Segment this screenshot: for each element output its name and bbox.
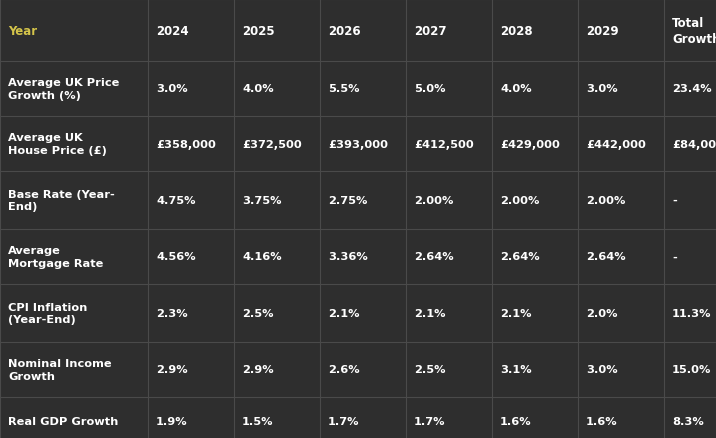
Text: 2.00%: 2.00% (500, 195, 539, 205)
Text: 2025: 2025 (242, 25, 275, 37)
Text: 4.56%: 4.56% (156, 252, 195, 262)
Text: 3.0%: 3.0% (586, 365, 618, 374)
Text: 4.75%: 4.75% (156, 195, 195, 205)
Text: £84,000: £84,000 (672, 139, 716, 149)
Text: 2027: 2027 (414, 25, 447, 37)
Text: 4.0%: 4.0% (500, 84, 531, 94)
Text: 4.16%: 4.16% (242, 252, 281, 262)
Text: Base Rate (Year-
End): Base Rate (Year- End) (8, 189, 115, 212)
Text: Average
Mortgage Rate: Average Mortgage Rate (8, 246, 103, 268)
Text: 2.00%: 2.00% (586, 195, 625, 205)
Text: 2.00%: 2.00% (414, 195, 453, 205)
Text: 3.0%: 3.0% (156, 84, 188, 94)
Text: £372,500: £372,500 (242, 139, 301, 149)
Text: 2.5%: 2.5% (414, 365, 445, 374)
Text: 2.1%: 2.1% (414, 308, 445, 318)
Text: £393,000: £393,000 (328, 139, 388, 149)
Text: Nominal Income
Growth: Nominal Income Growth (8, 358, 112, 381)
Text: 3.36%: 3.36% (328, 252, 368, 262)
Text: 2.64%: 2.64% (414, 252, 454, 262)
Text: Average UK Price
Growth (%): Average UK Price Growth (%) (8, 78, 120, 100)
Text: 2.64%: 2.64% (586, 252, 626, 262)
Text: Total
Growth: Total Growth (672, 17, 716, 46)
Text: 1.7%: 1.7% (328, 416, 359, 426)
Text: -: - (672, 195, 677, 205)
Text: 11.3%: 11.3% (672, 308, 712, 318)
Text: £358,000: £358,000 (156, 139, 216, 149)
Text: 1.6%: 1.6% (586, 416, 618, 426)
Text: 2.64%: 2.64% (500, 252, 540, 262)
Text: 2.6%: 2.6% (328, 365, 359, 374)
Text: 2.75%: 2.75% (328, 195, 367, 205)
Text: 2026: 2026 (328, 25, 361, 37)
Text: 3.75%: 3.75% (242, 195, 281, 205)
Text: 3.0%: 3.0% (586, 84, 618, 94)
Text: 5.5%: 5.5% (328, 84, 359, 94)
Text: 5.0%: 5.0% (414, 84, 445, 94)
Text: 2.5%: 2.5% (242, 308, 274, 318)
Text: 2.1%: 2.1% (500, 308, 531, 318)
Text: -: - (672, 252, 677, 262)
Text: 2.9%: 2.9% (156, 365, 188, 374)
Text: £442,000: £442,000 (586, 139, 646, 149)
Text: 2029: 2029 (586, 25, 619, 37)
Text: 2.3%: 2.3% (156, 308, 188, 318)
Text: 8.3%: 8.3% (672, 416, 704, 426)
Text: Year: Year (8, 25, 37, 37)
Text: £429,000: £429,000 (500, 139, 560, 149)
Text: Average UK
House Price (£): Average UK House Price (£) (8, 133, 107, 155)
Text: 4.0%: 4.0% (242, 84, 274, 94)
Text: £412,500: £412,500 (414, 139, 474, 149)
Text: CPI Inflation
(Year-End): CPI Inflation (Year-End) (8, 302, 87, 325)
Text: 2.0%: 2.0% (586, 308, 617, 318)
Text: 1.9%: 1.9% (156, 416, 188, 426)
Text: 15.0%: 15.0% (672, 365, 712, 374)
Text: Real GDP Growth: Real GDP Growth (8, 416, 118, 426)
Text: 2028: 2028 (500, 25, 533, 37)
Text: 2.9%: 2.9% (242, 365, 274, 374)
Text: 3.1%: 3.1% (500, 365, 531, 374)
Text: 2024: 2024 (156, 25, 188, 37)
Text: 23.4%: 23.4% (672, 84, 712, 94)
Text: 1.7%: 1.7% (414, 416, 445, 426)
Text: 1.6%: 1.6% (500, 416, 531, 426)
Text: 1.5%: 1.5% (242, 416, 274, 426)
Text: 2.1%: 2.1% (328, 308, 359, 318)
